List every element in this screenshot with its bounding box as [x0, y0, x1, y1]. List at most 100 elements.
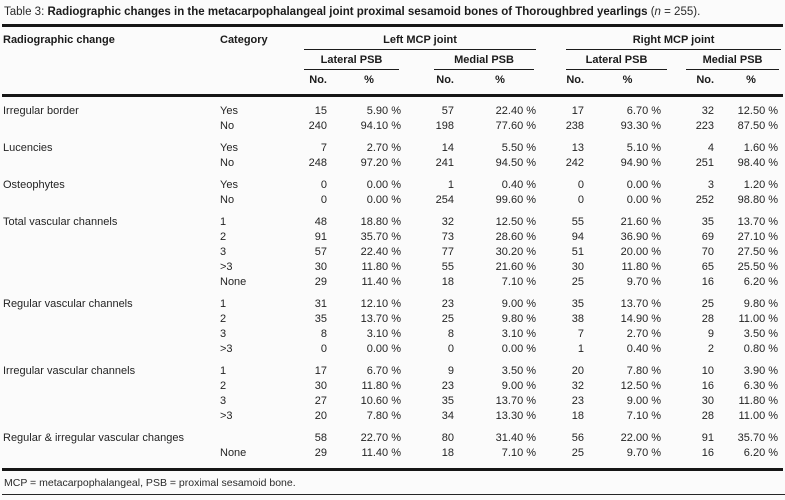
row-label-cell	[2, 193, 217, 208]
table-row: 3 57 22.40 % 77 30.20 % 51 20.00 % 70 27.50 %	[2, 245, 783, 260]
value-cell: 0	[320, 343, 327, 355]
value-cell: 32	[571, 380, 585, 392]
table-row: Regular vascular channels 1 31 12.10 % 23 9.0…	[2, 290, 783, 312]
value-cell: 9	[447, 365, 454, 377]
value-cell: 1	[577, 343, 585, 355]
value-cell: 0	[320, 194, 327, 206]
header-pct-1: %	[364, 74, 374, 86]
category-cell: 1	[220, 216, 227, 228]
radiographic-changes-table: Radiographic change Category Left MCP jo…	[2, 24, 784, 471]
value-cell: 9.00 %	[626, 395, 662, 407]
value-cell: 0.00 %	[366, 194, 401, 206]
header-no-3: No.	[566, 74, 585, 86]
value-cell: 31	[314, 298, 327, 310]
value-cell: 0	[577, 194, 585, 206]
category-cell: 3	[220, 246, 227, 258]
value-cell: 27	[314, 395, 327, 407]
value-cell: 28.60 %	[495, 231, 537, 243]
value-cell: 3.90 %	[743, 365, 779, 377]
value-cell: 12.50 %	[737, 105, 779, 117]
value-cell: 0.00 %	[501, 343, 537, 355]
value-cell: 11.80 %	[738, 395, 779, 407]
header-cell-right-medial-psb: Medial PSB	[669, 50, 783, 70]
value-cell: 0.80 %	[743, 343, 779, 355]
value-cell: 18	[571, 410, 585, 422]
value-cell: 248	[308, 157, 327, 169]
value-cell: 3.10 %	[501, 328, 537, 340]
row-label-cell	[2, 230, 217, 245]
value-cell: 35.70 %	[737, 432, 779, 444]
table-row: No 240 94.10 % 198 77.60 % 238 93.30 % 223 87.50…	[2, 119, 783, 134]
value-cell: 28	[701, 313, 715, 325]
value-cell: 9.00 %	[501, 380, 537, 392]
value-cell: 22.00 %	[620, 432, 662, 444]
value-cell: 0	[447, 343, 454, 355]
value-cell: 12.50 %	[495, 216, 537, 228]
category-cell: 3	[220, 395, 227, 407]
value-cell: 12.50 %	[620, 380, 662, 392]
value-cell: 91	[314, 231, 327, 243]
value-cell: 240	[308, 120, 327, 132]
value-cell: 73	[441, 231, 454, 243]
value-cell: 5.10 %	[626, 142, 662, 154]
value-cell: 94.50 %	[495, 157, 537, 169]
row-label-cell	[2, 245, 217, 260]
value-cell: 16	[701, 447, 715, 459]
header-cell-right-mcp: Right MCP joint	[544, 26, 783, 50]
header-cell-left-lateral-psb: Lateral PSB	[299, 50, 409, 70]
header-no-1: No.	[309, 74, 327, 86]
value-cell: 14	[441, 142, 454, 154]
value-cell: 7	[577, 328, 585, 340]
table-row: None 29 11.40 % 18 7.10 % 25 9.70 % 16 6.20 %	[2, 446, 783, 470]
header-radiographic-change: Radiographic change	[3, 34, 115, 46]
value-cell: 251	[695, 157, 715, 169]
table-row: None 29 11.40 % 18 7.10 % 25 9.70 % 16 6.20 %	[2, 275, 783, 290]
value-cell: 3.50 %	[501, 365, 537, 377]
value-cell: 11.00 %	[738, 410, 779, 422]
value-cell: 29	[314, 276, 327, 288]
value-cell: 35	[701, 216, 715, 228]
table-row: 2 30 11.80 % 23 9.00 % 32 12.50 % 16 6.30 %	[2, 379, 783, 394]
value-cell: 9.80 %	[501, 313, 537, 325]
header-cell-left-mcp: Left MCP joint	[299, 26, 544, 50]
value-cell: 9.70 %	[626, 276, 662, 288]
value-cell: 5.50 %	[501, 142, 537, 154]
value-cell: 17	[314, 365, 327, 377]
value-cell: 51	[571, 246, 585, 258]
value-cell: 11.80 %	[621, 261, 662, 273]
value-cell: 55	[571, 216, 585, 228]
row-label-cell: Total vascular channels	[3, 216, 118, 228]
row-label-cell	[2, 342, 217, 357]
value-cell: 13.30 %	[495, 410, 537, 422]
value-cell: 1	[447, 179, 454, 191]
table-row: No 248 97.20 % 241 94.50 % 242 94.90 % 251 98.40…	[2, 156, 783, 171]
category-cell: Yes	[220, 105, 238, 117]
value-cell: 30	[314, 261, 327, 273]
value-cell: 69	[701, 231, 715, 243]
category-cell: >3	[220, 410, 233, 422]
row-label-cell	[2, 275, 217, 290]
table-body: Irregular border Yes 15 5.90 % 57 22.40 % 17 6.…	[2, 96, 784, 470]
category-cell: 2	[220, 313, 227, 325]
table-header: Radiographic change Category Left MCP jo…	[2, 26, 784, 96]
value-cell: 13.70 %	[620, 298, 662, 310]
value-cell: 20.00 %	[620, 246, 662, 258]
value-cell: 91	[701, 432, 715, 444]
value-cell: 35	[314, 313, 327, 325]
row-label-cell: Lucencies	[3, 142, 53, 154]
header-right-lateral-psb: Lateral PSB	[566, 54, 668, 70]
value-cell: 10	[701, 365, 715, 377]
value-cell: 30	[314, 380, 327, 392]
caption-n-close: = 255).	[660, 6, 701, 18]
value-cell: 87.50 %	[737, 120, 779, 132]
header-left-lateral-psb: Lateral PSB	[304, 54, 399, 70]
value-cell: 17	[571, 105, 585, 117]
row-label-cell	[2, 119, 217, 134]
row-label-cell: Regular vascular channels	[3, 298, 133, 310]
value-cell: 0.00 %	[366, 343, 401, 355]
value-cell: 94.90 %	[620, 157, 662, 169]
value-cell: 7.80 %	[626, 365, 662, 377]
value-cell: 7.80 %	[366, 410, 401, 422]
value-cell: 18	[441, 276, 454, 288]
value-cell: 0.00 %	[626, 179, 662, 191]
